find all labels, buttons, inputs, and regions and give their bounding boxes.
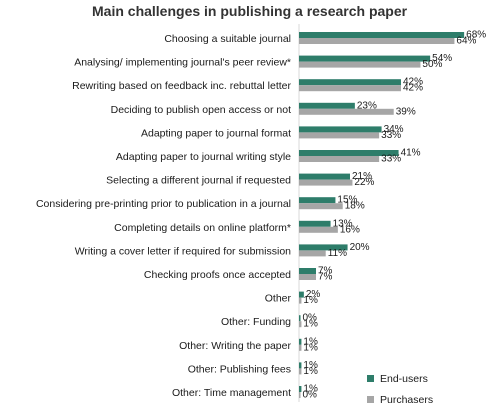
legend-swatch-purchasers — [367, 396, 374, 403]
value-label-end-users-adapting-paper-to-journal-writing-style: 41% — [401, 148, 421, 159]
bar-end-users-considering-pre-printing-prior-to-publication-in-a-journal — [299, 197, 336, 204]
value-label-end-users-analysing-implementing-journal-s-peer-review: 54% — [432, 53, 452, 64]
bar-end-users-checking-proofs-once-accepted — [299, 268, 316, 274]
value-label-end-users-other: 2% — [306, 289, 321, 300]
value-label-purchasers-other-publishing-fees: 1% — [303, 366, 318, 377]
bar-purchasers-other — [299, 297, 302, 304]
bar-end-users-deciding-to-publish-open-access-or-not — [299, 102, 355, 109]
category-label-considering-pre-printing-prior-to-publication-in-a-journal: Considering pre-printing prior to public… — [36, 198, 291, 210]
category-label-choosing-a-suitable-journal: Choosing a suitable journal — [164, 33, 291, 45]
category-label-other: Other — [265, 293, 292, 305]
value-label-end-users-writing-a-cover-letter-if-required-for-submission: 20% — [350, 242, 370, 253]
value-label-end-users-selecting-a-different-journal-if-requested: 21% — [352, 171, 372, 182]
bar-end-users-other-funding — [299, 315, 301, 322]
value-label-end-users-checking-proofs-once-accepted: 7% — [318, 266, 333, 277]
bar-purchasers-completing-details-on-online-platform — [299, 226, 338, 233]
bar-purchasers-deciding-to-publish-open-access-or-not — [299, 108, 394, 115]
value-label-end-users-adapting-paper-to-journal-format: 34% — [384, 124, 404, 135]
bar-end-users-other — [299, 291, 304, 298]
bar-purchasers-adapting-paper-to-journal-writing-style — [299, 156, 380, 162]
legend-swatch-end-users — [367, 375, 374, 382]
chart-title: Main challenges in publishing a research… — [92, 3, 408, 19]
bar-purchasers-considering-pre-printing-prior-to-publication-in-a-journal — [299, 203, 343, 210]
bar-end-users-other-writing-the-paper — [299, 338, 302, 345]
category-label-other-publishing-fees: Other: Publishing fees — [188, 363, 291, 375]
bar-purchasers-other-funding — [299, 321, 302, 328]
bar-purchasers-other-time-management — [299, 392, 301, 398]
bar-purchasers-adapting-paper-to-journal-format — [299, 132, 380, 139]
value-label-purchasers-completing-details-on-online-platform: 16% — [340, 224, 360, 235]
bar-end-users-other-time-management — [299, 386, 302, 392]
bar-purchasers-writing-a-cover-letter-if-required-for-submission — [299, 250, 326, 257]
value-label-purchasers-selecting-a-different-journal-if-requested: 22% — [354, 177, 374, 188]
value-label-purchasers-choosing-a-suitable-journal: 64% — [456, 36, 476, 47]
value-label-purchasers-deciding-to-publish-open-access-or-not: 39% — [396, 106, 416, 117]
bar-purchasers-selecting-a-different-journal-if-requested — [299, 179, 353, 186]
category-label-adapting-paper-to-journal-format: Adapting paper to journal format — [141, 127, 291, 139]
value-label-end-users-other-time-management: 1% — [303, 384, 318, 395]
value-label-end-users-other-funding: 0% — [303, 313, 318, 324]
plot-area: Choosing a suitable journal 68%64% Analysi… — [36, 24, 486, 402]
category-label-checking-proofs-once-accepted: Checking proofs once accepted — [144, 269, 291, 281]
bar-end-users-completing-details-on-online-platform — [299, 220, 331, 227]
bar-end-users-writing-a-cover-letter-if-required-for-submission — [299, 244, 348, 251]
value-label-purchasers-analysing-implementing-journal-s-peer-review: 50% — [422, 59, 442, 70]
category-label-adapting-paper-to-journal-writing-style: Adapting paper to journal writing style — [116, 151, 291, 163]
value-label-purchasers-adapting-paper-to-journal-writing-style: 33% — [381, 154, 401, 165]
bar-end-users-choosing-a-suitable-journal — [299, 32, 465, 38]
bar-purchasers-checking-proofs-once-accepted — [299, 274, 316, 280]
value-label-end-users-completing-details-on-online-platform: 13% — [333, 218, 353, 229]
value-label-purchasers-other-writing-the-paper: 1% — [303, 342, 318, 353]
value-label-end-users-considering-pre-printing-prior-to-publication-in-a-journal: 15% — [337, 195, 357, 206]
category-label-completing-details-on-online-platform: Completing details on online platform* — [114, 222, 291, 234]
legend-label-end-users: End-users — [380, 373, 428, 385]
value-label-purchasers-adapting-paper-to-journal-format: 33% — [381, 130, 401, 141]
value-label-purchasers-writing-a-cover-letter-if-required-for-submission: 11% — [328, 248, 347, 259]
value-label-end-users-rewriting-based-on-feedback-inc-rebuttal-letter: 42% — [403, 77, 423, 88]
category-label-analysing-implementing-journal-s-peer-review: Analysing/ implementing journal's peer r… — [74, 57, 291, 69]
category-label-other-time-management: Other: Time management — [172, 387, 291, 399]
value-label-purchasers-other-time-management: 0% — [303, 390, 318, 401]
category-label-writing-a-cover-letter-if-required-for-submission: Writing a cover letter if required for s… — [75, 245, 291, 257]
bar-end-users-analysing-implementing-journal-s-peer-review — [299, 55, 431, 62]
value-label-purchasers-considering-pre-printing-prior-to-publication-in-a-journal: 18% — [345, 201, 365, 212]
value-label-purchasers-checking-proofs-once-accepted: 7% — [318, 272, 333, 283]
legend: End-users Purchasers — [367, 373, 433, 406]
bar-end-users-other-publishing-fees — [299, 362, 302, 369]
bar-purchasers-rewriting-based-on-feedback-inc-rebuttal-letter — [299, 85, 401, 92]
category-label-other-writing-the-paper: Other: Writing the paper — [179, 340, 291, 352]
bar-end-users-adapting-paper-to-journal-format — [299, 126, 382, 133]
bar-end-users-rewriting-based-on-feedback-inc-rebuttal-letter — [299, 79, 401, 86]
value-label-end-users-other-writing-the-paper: 1% — [303, 336, 318, 347]
value-label-end-users-other-publishing-fees: 1% — [303, 360, 318, 371]
value-label-purchasers-other-funding: 1% — [303, 319, 318, 330]
value-label-end-users-choosing-a-suitable-journal: 68% — [466, 30, 486, 41]
category-label-deciding-to-publish-open-access-or-not: Deciding to publish open access or not — [111, 104, 291, 116]
value-label-purchasers-other: 1% — [303, 295, 318, 306]
category-label-other-funding: Other: Funding — [221, 316, 291, 328]
legend-label-purchasers: Purchasers — [380, 394, 433, 406]
value-label-purchasers-rewriting-based-on-feedback-inc-rebuttal-letter: 42% — [403, 83, 423, 94]
category-label-rewriting-based-on-feedback-inc-rebuttal-letter: Rewriting based on feedback inc. rebutta… — [72, 80, 291, 92]
bar-purchasers-analysing-implementing-journal-s-peer-review — [299, 61, 421, 68]
bar-end-users-adapting-paper-to-journal-writing-style — [299, 150, 399, 156]
value-label-end-users-deciding-to-publish-open-access-or-not: 23% — [357, 100, 377, 111]
bar-purchasers-other-publishing-fees — [299, 368, 302, 375]
bar-end-users-selecting-a-different-journal-if-requested — [299, 173, 350, 180]
bar-purchasers-choosing-a-suitable-journal — [299, 38, 455, 44]
bar-purchasers-other-writing-the-paper — [299, 344, 302, 351]
category-label-selecting-a-different-journal-if-requested: Selecting a different journal if request… — [106, 175, 291, 187]
